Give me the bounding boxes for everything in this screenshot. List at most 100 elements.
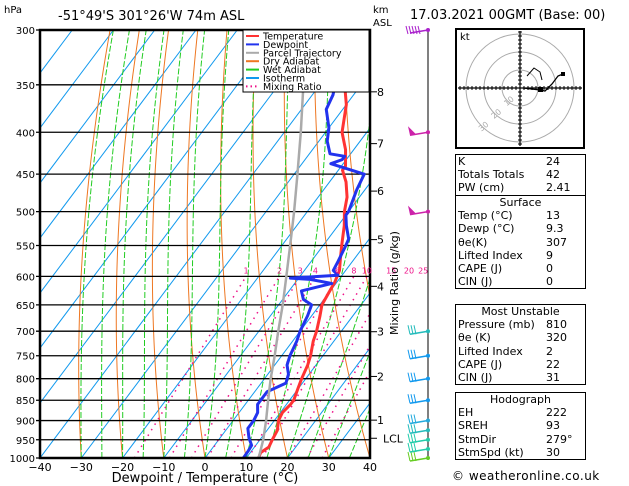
y-tick-label: 450 [16,170,35,181]
surface-label: CIN (J) [458,275,493,289]
wind-barb-feather [407,442,411,453]
hodo-stat-value: 30 [546,445,560,459]
wind-barb-feather [414,25,418,35]
legend-label: Wet Adiabat [263,65,321,76]
y-tick-label: 800 [16,375,35,386]
y-tick-label: 550 [16,241,35,252]
isotherm-line [40,30,362,458]
km-tick-label: 3 [377,326,384,339]
legend-label: Dewpoint [263,40,308,51]
y-tick-label: 400 [16,128,35,139]
wind-barb-feather [417,25,421,35]
surface-value: 13 [546,209,560,223]
mixing-ratio-label: 1 [244,266,249,275]
wind-barb-feather [407,424,411,434]
dry-adiabat-line [373,30,452,458]
mu-value: 320 [546,331,567,345]
wind-barb-feather [407,433,411,443]
hodograph-stats-title: Hodograph [490,393,551,406]
km-tick-label: LCL [383,432,404,445]
wind-barb-feather [407,325,411,335]
hodo-stat-label: StmSpd (kt) [458,445,524,459]
most-unstable-panel: Most Unstable Pressure (mb) 810 θe (K) 320… [455,304,586,386]
x-tick-label: 40 [363,461,377,474]
wind-barb-feather [407,414,411,424]
wind-barb-feather [411,25,415,35]
wind-barb-pennant [408,205,416,215]
hodo-stat-label: SREH [458,419,488,433]
x-tick-label: −10 [152,461,175,474]
isotherm-line [40,30,238,294]
wind-barb-feather [407,451,411,462]
wind-barb-feather [410,394,414,404]
wind-barb-feather [413,451,417,462]
wet-adiabat-line [204,30,230,458]
hodograph-storm-marker [538,87,543,92]
wind-barb-feather [410,442,414,453]
wind-barb-feather [408,25,412,35]
wind-barb-feather [407,349,411,359]
x-tick-label: 10 [239,461,253,474]
index-value: 24 [546,155,560,168]
wind-barb-feather [410,424,414,434]
plot-frame [38,28,372,460]
km-tick-label: 5 [377,234,384,247]
wind-barb-feather [413,372,417,382]
dry-adiabat-line [78,30,111,458]
wind-barb-feather [410,433,414,443]
km-tick-label: 7 [377,138,384,151]
copyright-link[interactable]: © weatheronline.co.uk [452,469,600,483]
surface-label: Dewp (°C) [458,222,515,236]
series-dewpoint [242,30,366,458]
surface-label: Temp (°C) [458,209,513,223]
hodograph-end-marker [561,72,565,76]
mixing-ratio-label: 4 [313,266,318,275]
y-tick-label: 300 [16,26,35,37]
x-tick-label: 0 [202,461,209,474]
x-tick-label: −20 [111,461,134,474]
wet-adiabat-line [163,30,184,458]
index-value: 42 [546,168,560,182]
wind-barb-feather [410,414,414,424]
y-tick-label: 950 [16,436,35,447]
km-tick-label: 8 [377,86,384,99]
index-label: PW (cm) [458,181,505,195]
wind-barb-feather [413,325,417,335]
hodograph-trace [522,73,564,92]
legend-label: Temperature [262,32,323,43]
surface-value: 307 [546,235,567,249]
wind-barb-column [405,25,430,462]
isotherm-line [287,347,370,458]
mixing-ratio-label: 15 [386,266,396,275]
surface-panel: Surface Temp (°C) 13 Dewp (°C) 9.3 θe(K) 30… [455,195,586,290]
km-axis: 8 7 6 5 4 3 2 1 LCL [370,86,404,445]
mixing-ratio-label: 2 [277,266,282,275]
index-label: K [458,155,466,168]
wet-adiabat-line [266,30,331,458]
wet-adiabat-line [122,30,147,458]
mixing-ratio-label: 10 [362,266,372,275]
surface-label: Lifted Index [458,248,523,262]
mu-value: 810 [546,318,567,332]
wind-barb-feather [410,349,414,359]
mixing-ratio-labels: 1 2 3 4 6 8 10 15 20 25 [244,266,429,275]
x-tick-label: 20 [281,461,295,474]
mixing-ratio-line [168,276,281,458]
surface-label: CAPE (J) [458,261,503,275]
isobar-lines [36,29,370,459]
mixing-ratio-line [133,276,247,458]
wind-barb-feather [413,394,417,404]
y-tick-label: 650 [16,301,35,312]
pressure-unit-label: hPa [4,5,23,16]
legend-label: Parcel Trajectory [263,48,342,59]
km-tick-label: 6 [377,185,384,198]
wind-barb-pennant [408,126,416,136]
hodo-stat-value: 222 [546,406,567,420]
mixing-ratio-label: 25 [418,266,428,275]
wind-barb-feather [407,372,411,382]
isotherm-line [204,237,370,458]
mixing-ratio-label: 6 [335,266,340,275]
isotherm-line [40,30,114,129]
height-unit-asl-label: ASL [373,18,392,29]
